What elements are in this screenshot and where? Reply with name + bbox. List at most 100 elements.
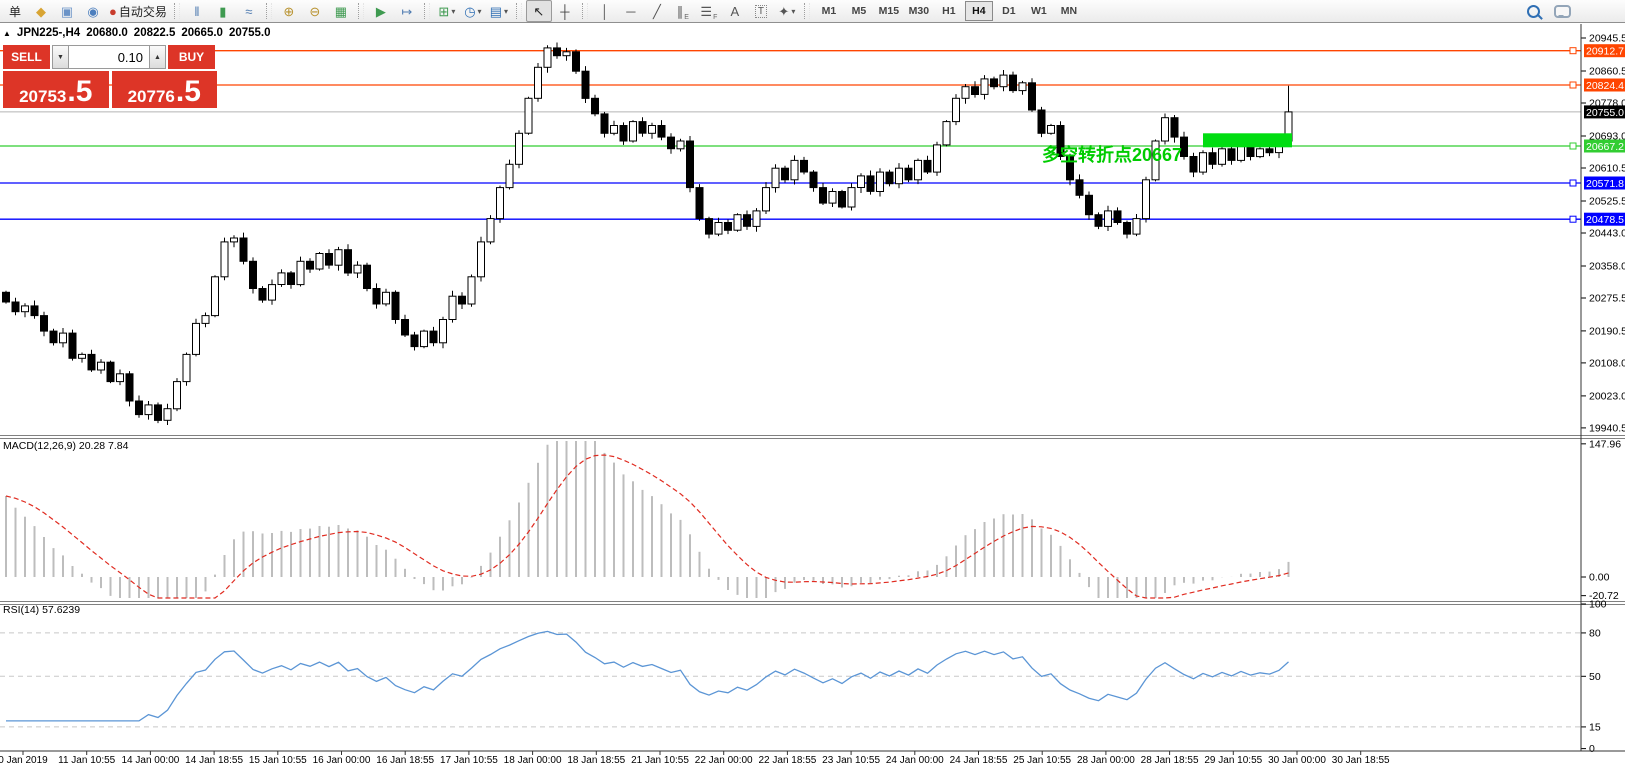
vertical-line-button[interactable]: │ (600, 3, 609, 19)
candle-body (942, 121, 951, 146)
timeframe-w1[interactable]: W1 (1031, 5, 1047, 17)
price-tick-label: 20190.5 (1589, 325, 1625, 337)
date-label: 18 Jan 18:55 (567, 755, 625, 766)
candle-body (296, 260, 305, 286)
price-tick-label: 20860.5 (1589, 66, 1625, 78)
candle-body (467, 276, 476, 305)
price-tick-label: 19940.5 (1589, 422, 1625, 434)
timeframe-d1[interactable]: D1 (1002, 5, 1016, 17)
timeframe-mn[interactable]: MN (1060, 5, 1078, 17)
candle-body (553, 47, 561, 57)
chart-ohlc-info: ▲ JPN225-,H4 20680.0 20822.5 20665.0 207… (3, 27, 271, 39)
candle-body (961, 86, 970, 99)
auto-scroll-button[interactable]: ▶ (375, 3, 386, 19)
timeframe-m30[interactable]: M30 (908, 5, 930, 17)
search-icon[interactable] (1527, 4, 1540, 18)
volume-increase-button[interactable]: ▲ (149, 45, 166, 69)
candle-body (562, 51, 571, 57)
templates-button[interactable]: ▤ ▾ (489, 3, 509, 19)
bid-price-label (1584, 105, 1625, 119)
candle-body (486, 218, 495, 243)
candle-body (325, 253, 333, 266)
candle-body (306, 260, 314, 270)
autotrading-button[interactable]: ● 自动交易 (109, 3, 167, 19)
candle-body (1056, 125, 1065, 157)
date-label: 29 Jan 10:55 (1204, 755, 1262, 766)
candle-body (534, 66, 542, 99)
open-value: 20680.0 (86, 27, 128, 39)
candle-body (372, 288, 381, 305)
zoom-in-button[interactable]: ⊕ (283, 3, 295, 19)
timeframe-m5[interactable]: M5 (851, 5, 867, 17)
candle-body (600, 113, 609, 134)
candle-body (239, 237, 248, 262)
date-label: 24 Jan 00:00 (886, 755, 944, 766)
hline-handle[interactable] (1569, 81, 1577, 89)
trendline-button[interactable]: ╱ (652, 3, 661, 19)
signals-icon[interactable]: ◉ (87, 3, 99, 19)
macd-axis-label: 0.00 (1589, 572, 1610, 584)
price-tick-label: 20443.0 (1589, 228, 1625, 240)
sell-price-display[interactable]: 20753 .5 (3, 71, 109, 108)
hline-handle[interactable] (1569, 47, 1577, 55)
volume-input[interactable] (69, 45, 149, 69)
candle-body (135, 400, 143, 416)
tile-windows-button[interactable]: ▦ (334, 3, 348, 19)
timeframe-h4[interactable]: H4 (964, 1, 993, 21)
candlestick-chart-button[interactable]: ▮ (219, 3, 227, 19)
chat-icon[interactable] (1554, 4, 1571, 18)
text-button[interactable]: A (730, 3, 740, 19)
candle-body (676, 140, 685, 150)
candle-body (733, 214, 742, 231)
hline-handle[interactable] (1569, 215, 1577, 223)
gold-order-icon[interactable]: ◆ (36, 3, 46, 19)
candle-body (30, 305, 39, 317)
date-label: 30 Jan 18:55 (1332, 755, 1390, 766)
candle-body (695, 187, 704, 220)
hline-price-text: 20478.5 (1586, 214, 1624, 226)
expand-triangle-icon[interactable]: ▲ (3, 28, 11, 38)
candle-body (1047, 125, 1055, 134)
buy-price-display[interactable]: 20776 .5 (111, 71, 217, 108)
candle-body (591, 97, 599, 115)
hline-handle[interactable] (1569, 179, 1577, 187)
timeframe-h1[interactable]: H1 (942, 5, 956, 17)
candle-body (980, 78, 989, 95)
timeframe-m15[interactable]: M15 (878, 5, 900, 17)
annotation-text[interactable]: 多空转折点20667 (1042, 144, 1182, 165)
text-label-button[interactable]: T (748, 0, 774, 22)
chart-window-icon[interactable]: ▣ (60, 3, 74, 19)
new-chart-button[interactable]: ⊞ ▾ (438, 3, 456, 19)
date-label: 23 Jan 10:55 (822, 755, 880, 766)
bars-chart-button[interactable]: ǁ (194, 3, 200, 19)
arrows-button[interactable]: ✦ ▾ (778, 3, 796, 19)
price-tick-label: 20358.0 (1589, 261, 1625, 273)
buy-button[interactable]: BUY (166, 45, 215, 69)
timeframe-m1[interactable]: M1 (821, 5, 837, 17)
candle-body (458, 295, 466, 305)
hline-handle[interactable] (1569, 142, 1577, 150)
cursor-button[interactable]: ↖ (525, 0, 552, 22)
zoom-out-button[interactable]: ⊖ (309, 3, 321, 19)
volume-decrease-button[interactable]: ▼ (52, 45, 69, 69)
crosshair-button[interactable]: ┼ (560, 3, 570, 19)
highlight-rectangle[interactable] (1203, 133, 1292, 148)
periods-button[interactable]: ◷ ▾ (464, 3, 482, 19)
line-chart-button[interactable]: ≈ (245, 3, 253, 19)
candle-body (1218, 148, 1226, 165)
sell-button[interactable]: SELL (3, 45, 52, 69)
fibonacci-button[interactable]: ☰ F (700, 3, 718, 22)
candle-body (999, 74, 1008, 88)
rsi-axis-label: 15 (1589, 721, 1601, 733)
candle-body (49, 330, 58, 344)
candle-body (315, 253, 324, 270)
equidistant-channel-button[interactable]: ∥ E (676, 3, 689, 22)
toolbar-separator (265, 3, 272, 19)
horizontal-line-button[interactable]: ─ (626, 3, 636, 19)
date-label: 16 Jan 18:55 (376, 755, 434, 766)
new-order-button[interactable]: 单 (8, 4, 21, 19)
chart-shift-button[interactable]: ↦ (401, 3, 413, 19)
price-tick-label: 20945.5 (1589, 33, 1625, 45)
bid-price-text: 20755.0 (1586, 107, 1624, 119)
